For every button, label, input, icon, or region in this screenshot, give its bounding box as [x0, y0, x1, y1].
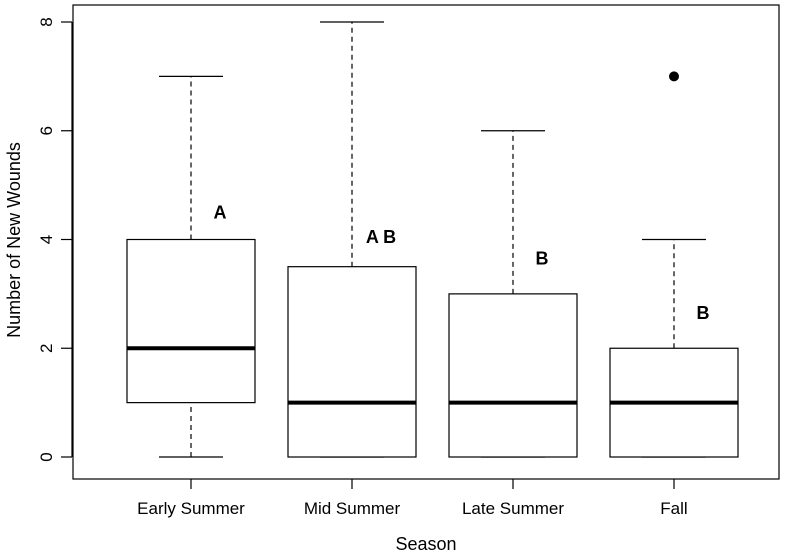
x-tick-label: Mid Summer	[304, 499, 401, 518]
y-tick-label: 8	[37, 17, 56, 26]
x-tick-label: Fall	[660, 499, 687, 518]
box-iqr	[126, 238, 256, 404]
box-iqr	[448, 293, 578, 458]
x-axis: Early Summer Mid Summer Late Summer Fall	[137, 479, 688, 518]
y-axis: 0 2 4 6 8	[37, 17, 73, 462]
y-tick-label: 6	[37, 126, 56, 135]
box-fall: B	[609, 71, 739, 458]
y-tick-label: 0	[37, 452, 56, 461]
y-tick-label: 2	[37, 344, 56, 353]
group-letter: B	[697, 303, 710, 323]
y-tick-label: 4	[37, 235, 56, 244]
group-letter: A	[214, 202, 227, 222]
group-letter: A B	[366, 227, 396, 247]
box-early-summer: A	[126, 75, 256, 458]
plot-frame	[72, 4, 780, 480]
box-series: A A B B B	[126, 21, 739, 458]
x-tick-label: Early Summer	[137, 499, 245, 518]
y-axis-title: Number of New Wounds	[4, 142, 24, 338]
box-late-summer: B	[448, 130, 578, 458]
box-iqr	[287, 266, 417, 458]
box-mid-summer: A B	[287, 21, 417, 458]
outlier-point	[669, 71, 679, 82]
x-axis-title: Season	[395, 534, 456, 554]
x-tick-label: Late Summer	[462, 499, 564, 518]
group-letter: B	[536, 249, 549, 269]
